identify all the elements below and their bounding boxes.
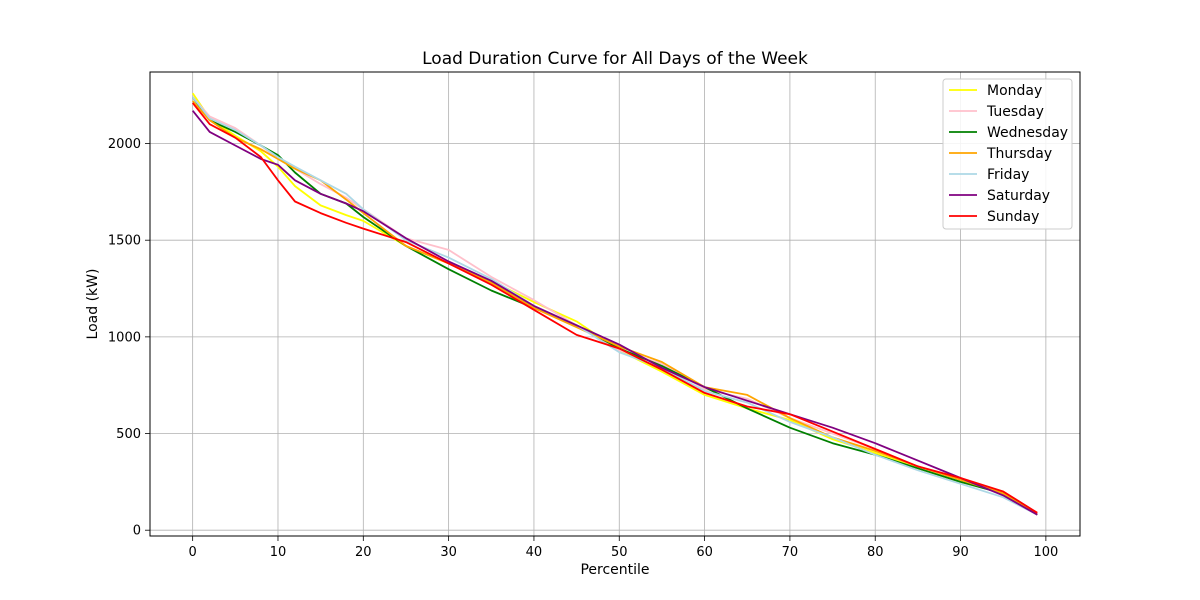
x-tick-label: 10	[270, 545, 287, 560]
x-axis-ticks: 0 10 20 30 40 50 60 70 80 90 100	[189, 536, 1058, 560]
y-tick-label: 1000	[108, 330, 141, 345]
x-tick-label: 80	[867, 545, 884, 560]
plot-area-frame	[149, 71, 1081, 537]
legend: Monday Tuesday Wednesday Thursday Friday Satu…	[942, 78, 1073, 230]
chart-title: Load Duration Curve for All Days of the …	[422, 49, 808, 69]
x-tick-label: 60	[696, 545, 713, 560]
legend-box	[942, 78, 1073, 230]
x-axis-title: Percentile	[580, 562, 649, 578]
x-tick-label: 30	[440, 545, 457, 560]
series-line-wednesday	[191, 96, 1038, 516]
series-line-tuesday	[192, 96, 1038, 516]
legend-label: Tuesday	[986, 104, 1044, 120]
y-tick-label: 0	[133, 524, 141, 539]
y-tick-label: 2000	[108, 137, 141, 152]
y-axis-ticks: 0 500 1000 1500 2000	[108, 137, 150, 539]
legend-label: Monday	[987, 83, 1042, 99]
legend-label: Thursday	[986, 146, 1052, 162]
series-line-thursday	[192, 100, 1038, 516]
grid-lines	[150, 72, 1080, 536]
series-line-sunday	[191, 102, 1038, 514]
x-tick-label: 0	[189, 545, 197, 560]
legend-label: Saturday	[987, 188, 1050, 204]
x-tick-label: 20	[355, 545, 372, 560]
x-tick-label: 100	[1033, 545, 1058, 560]
x-tick-label: 90	[952, 545, 969, 560]
legend-label: Sunday	[987, 209, 1039, 225]
y-axis-title: Load (kW)	[85, 269, 101, 340]
legend-label: Wednesday	[987, 125, 1068, 141]
y-tick-label: 1500	[108, 234, 141, 249]
series-line-saturday	[191, 110, 1038, 516]
series-lines	[191, 92, 1038, 516]
x-tick-label: 40	[526, 545, 543, 560]
y-tick-label: 500	[116, 427, 141, 442]
x-tick-label: 50	[611, 545, 628, 560]
series-line-friday	[191, 96, 1038, 516]
legend-label: Friday	[987, 167, 1029, 183]
x-tick-label: 70	[782, 545, 799, 560]
series-line-monday	[191, 92, 1038, 516]
